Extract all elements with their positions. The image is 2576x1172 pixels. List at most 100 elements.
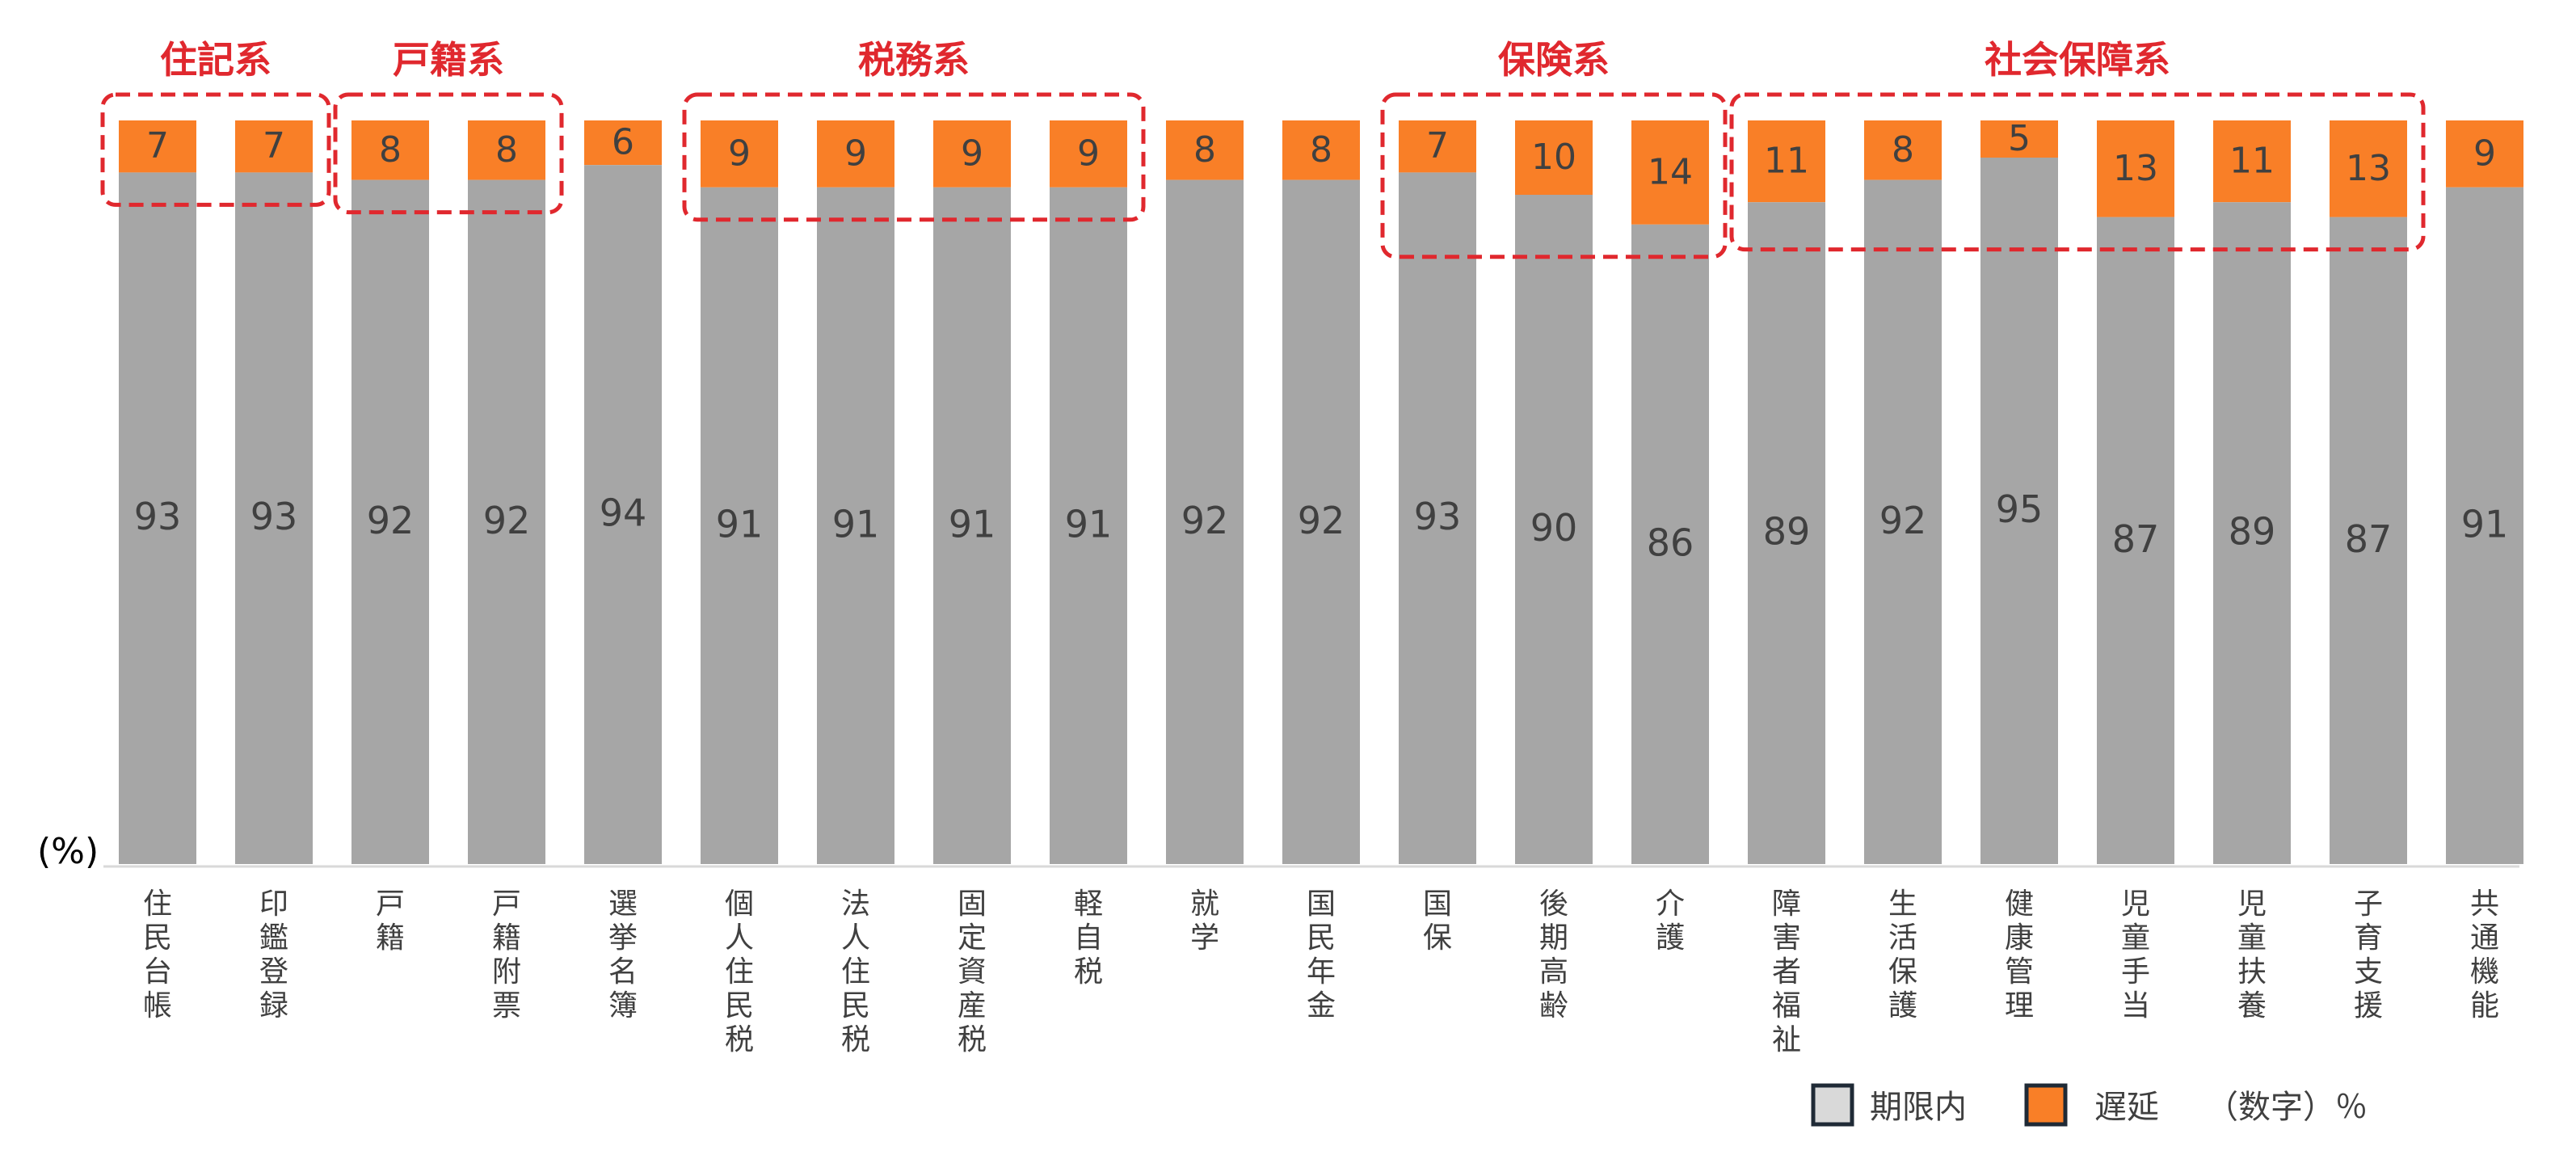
bar-in-time-1 [235,172,313,864]
data-label-delay-4: 6 [612,122,634,163]
category-label-19: 子育支援 [2354,887,2383,1022]
bar-delay-14 [1748,120,1825,203]
data-label-delay-8: 9 [1077,133,1100,174]
bar-delay-7 [933,120,1011,188]
bar-delay-6 [817,120,894,188]
category-label-2: 戸籍 [376,887,405,955]
data-label-delay-3: 8 [495,129,518,171]
unit-label: (%) [37,831,99,872]
data-label-delay-2: 8 [379,129,402,171]
data-label-in-time-20: 91 [2461,502,2509,546]
data-label-delay-0: 7 [146,125,169,167]
data-label-delay-1: 7 [263,125,285,167]
data-label-in-time-6: 91 [832,502,880,546]
bar-delay-13 [1631,120,1709,225]
data-label-delay-10: 8 [1310,129,1332,171]
data-label-delay-16: 5 [2008,118,2031,159]
bar-in-time-18 [2213,202,2291,864]
bar-in-time-11 [1399,172,1476,864]
category-label-20: 共通機能 [2470,887,2499,1022]
data-label-in-time-7: 91 [949,502,996,546]
category-label-11: 国保 [1423,887,1452,955]
category-label-10: 国民年金 [1307,887,1336,1022]
legend-label-in-time: 期限内 [1870,1089,1967,1126]
bar-delay-19 [2330,120,2407,217]
group-box-0 [100,92,331,207]
category-label-0: 住民台帳 [143,887,172,1022]
bar-in-time-6 [817,187,894,865]
bar-delay-1 [235,120,313,173]
data-label-in-time-14: 89 [1763,510,1811,554]
legend-swatch-in-time [1811,1083,1854,1127]
data-label-delay-13: 14 [1648,151,1693,192]
data-label-delay-6: 9 [844,133,867,174]
bar-in-time-15 [1864,179,1942,865]
data-label-delay-19: 13 [2346,148,2391,189]
data-label-in-time-0: 93 [134,495,182,538]
bar-delay-11 [1399,120,1476,173]
bar-in-time-7 [933,187,1011,865]
bar-delay-4 [584,120,662,166]
category-label-1: 印鑑登録 [259,887,288,1022]
data-label-delay-12: 10 [1531,137,1576,178]
group-label-2: 税務系 [858,38,970,82]
category-label-15: 生活保護 [1888,887,1917,1022]
data-label-in-time-5: 91 [716,502,764,546]
bar-delay-18 [2213,120,2291,203]
data-label-delay-9: 8 [1193,129,1216,171]
bar-in-time-17 [2097,217,2174,865]
bar-delay-8 [1050,120,1127,188]
group-label-3: 保険系 [1498,38,1610,82]
data-label-delay-15: 8 [1892,129,1914,171]
data-label-delay-14: 11 [1764,141,1809,182]
data-label-delay-7: 9 [961,133,983,174]
group-box-3 [1380,92,1728,259]
data-label-delay-17: 13 [2113,148,2158,189]
data-label-delay-11: 7 [1426,125,1449,167]
data-label-in-time-19: 87 [2345,517,2393,561]
bar-delay-10 [1282,120,1360,180]
bar-delay-0 [119,120,196,173]
bar-delay-20 [2446,120,2523,188]
bar-in-time-20 [2446,187,2523,865]
data-label-in-time-18: 89 [2229,510,2276,554]
bar-delay-9 [1166,120,1244,180]
bar-in-time-16 [1980,158,2058,864]
data-label-delay-18: 11 [2229,141,2275,182]
data-label-in-time-10: 92 [1298,499,1345,542]
bar-delay-17 [2097,120,2174,217]
group-box-4 [1729,92,2426,252]
data-label-in-time-12: 90 [1530,506,1578,550]
bar-delay-12 [1515,120,1593,195]
category-label-7: 固定資産税 [958,887,987,1056]
group-label-0: 住記系 [160,38,271,82]
category-label-4: 選挙名簿 [608,887,638,1022]
category-label-18: 児童扶養 [2237,887,2267,1022]
bar-in-time-8 [1050,187,1127,865]
category-label-16: 健康管理 [2005,887,2034,1022]
bar-in-time-2 [351,179,429,865]
data-label-in-time-11: 93 [1414,495,1462,538]
bar-delay-2 [351,120,429,180]
group-label-4: 社会保障系 [1985,38,2170,82]
bar-delay-5 [701,120,778,188]
group-box-2 [682,92,1146,222]
legend-swatch-delay [2024,1083,2068,1127]
data-label-in-time-3: 92 [483,499,531,542]
bar-in-time-5 [701,187,778,865]
data-label-in-time-8: 91 [1065,502,1113,546]
bar-delay-16 [1980,120,2058,158]
category-label-14: 障害者福祉 [1772,887,1801,1056]
data-label-delay-5: 9 [728,133,751,174]
category-label-9: 就学 [1190,887,1219,955]
category-label-5: 個人住民税 [725,887,754,1056]
data-label-in-time-13: 86 [1647,521,1694,564]
category-label-3: 戸籍附票 [492,887,521,1022]
data-label-in-time-15: 92 [1879,499,1927,542]
bar-in-time-3 [468,179,545,865]
bar-in-time-14 [1748,202,1825,864]
bar-delay-3 [468,120,545,180]
data-label-delay-20: 9 [2473,133,2496,174]
